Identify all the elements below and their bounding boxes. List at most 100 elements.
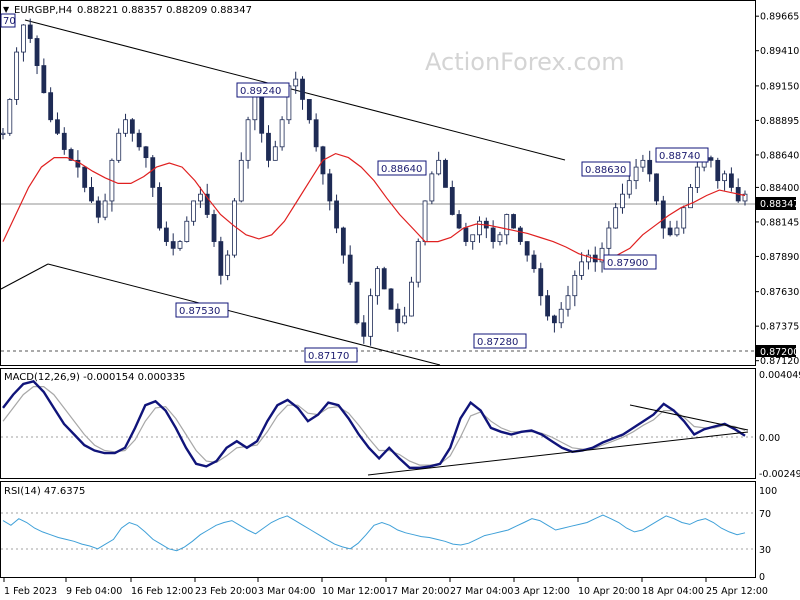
price-bar-body [688,187,693,209]
price-bar-body [470,234,476,242]
rsi-tick-30: 30 [759,545,771,556]
price-bar-body [409,281,414,317]
price-bar-body [14,51,20,100]
price-bar-body [116,132,122,161]
price-tick-label: 0.88640 [760,150,799,161]
time-tick-label: 16 Feb 12:00 [131,586,193,597]
price-bar-body [613,207,619,229]
price-bar-body [654,173,659,202]
price-bar-body [0,132,6,135]
dropdown-arrow-icon[interactable]: ▼ [3,5,10,14]
price-bar-body [722,173,727,182]
price-bar-body [68,149,74,161]
price-bar-body [34,38,40,66]
svg-text:0.88347: 0.88347 [760,199,799,210]
current-price-tag: 0.88347 [756,197,799,210]
price-bar-body [361,322,367,337]
price-bar-body [7,99,13,134]
price-bar-body [640,159,646,168]
price-bar-body [340,227,346,256]
price-bar-body [48,92,54,121]
time-axis: 1 Feb 2023 9 Feb 04:00 16 Feb 12:00 23 Feb … [3,578,768,597]
price-bar-body [545,295,550,317]
svg-text:0.87200: 0.87200 [760,347,799,358]
price-bar-body [381,268,387,290]
price-bar-body [620,193,625,209]
annotation-0-87170: 0.87170 [304,347,358,363]
svg-text:0.88630: 0.88630 [585,165,626,176]
price-bar-body [82,166,88,188]
price-bar-body [143,146,149,159]
price-bar-body [531,254,537,270]
price-bar-body [232,200,237,256]
price-bar-body [715,159,721,182]
price-bar-body [395,308,401,324]
price-bar-body [477,220,482,236]
macd-pane: MACD(12,26,9) -0.000154 0.000335 0.00404… [1,370,800,480]
rsi-tick-70: 70 [759,509,771,520]
price-bar-body [524,241,530,256]
price-bar-body [204,193,210,215]
annotation-0-89240: 0.89240 [236,82,290,98]
price-bar-body [674,227,680,236]
svg-text:0.88740: 0.88740 [659,151,700,162]
price-tick-label: 0.88895 [760,116,799,127]
price-bar-body [170,241,176,249]
price-bar-body [429,173,435,202]
time-tick-label: 3 Apr 12:00 [514,586,570,597]
macd-signal-line [2,386,746,466]
price-bar-body [259,92,265,134]
price-bar-body [538,268,544,297]
price-bar-body [517,227,523,242]
price-bar-body [647,159,653,175]
price-bar-body [449,187,455,215]
price-bar-body [708,157,714,161]
price-bar-body [163,227,169,242]
price-bar-body [667,227,673,236]
macd-tick-top: 0.004049 [759,370,800,381]
price-tick-label: 0.88145 [760,217,799,228]
price-bar-body [443,159,448,188]
price-bar-body [41,65,47,94]
price-bar-body [354,281,360,324]
time-tick-label: 1 Feb 2023 [4,586,57,597]
macd-lower-trendline [367,431,749,476]
time-tick-label: 17 Mar 20:00 [386,586,449,597]
price-bar-body [742,193,748,202]
price-bar-body [184,220,190,242]
time-tick-label: 10 Mar 12:00 [322,586,385,597]
price-tick-label: 0.87120 [760,356,799,367]
annotation-0-87280: 0.87280 [473,333,527,349]
macd-title: MACD(12,26,9) -0.000154 0.000335 [4,372,185,383]
macd-pane-frame [0,368,756,479]
price-bar-body [225,254,231,276]
symbol-timeframe: EURGBP,H4 [14,5,72,16]
price-bar-body [238,159,244,202]
support-price-tag: 0.87200 [756,345,799,358]
price-annotations: 70 0.89240 0.88640 0.87530 0.87170 0.872… [0,13,709,363]
price-bar-body [681,207,687,229]
price-bar-body [136,132,142,148]
price-tick-label: 0.89150 [760,81,799,92]
price-bar-body [89,187,94,202]
price-bar-body [266,132,271,161]
price-tick-label: 0.87630 [760,287,799,298]
chart-header: ▼ EURGBP,H4 0.88221 0.88357 0.88209 0.88… [3,5,252,16]
price-bar-body [61,132,67,150]
price-bar-body [198,193,203,202]
annotation-70: 70 [0,13,16,28]
macd-tick-zero: 0.00 [759,433,780,444]
price-bar-body [177,241,183,249]
price-bar-body [123,119,128,134]
price-bar-body [375,268,380,297]
annotation-0-87900: 0.87900 [603,254,657,270]
annotation-0-87530: 0.87530 [175,302,229,318]
price-bar-body [402,315,408,324]
price-bar-body [334,200,339,229]
rsi-pane: RSI(14) 47.6375 100 70 30 0 [1,486,777,583]
price-bar-body [300,78,305,100]
annotation-0-88630: 0.88630 [581,161,631,177]
price-bar-body [551,315,557,324]
price-bar-body [728,173,734,188]
